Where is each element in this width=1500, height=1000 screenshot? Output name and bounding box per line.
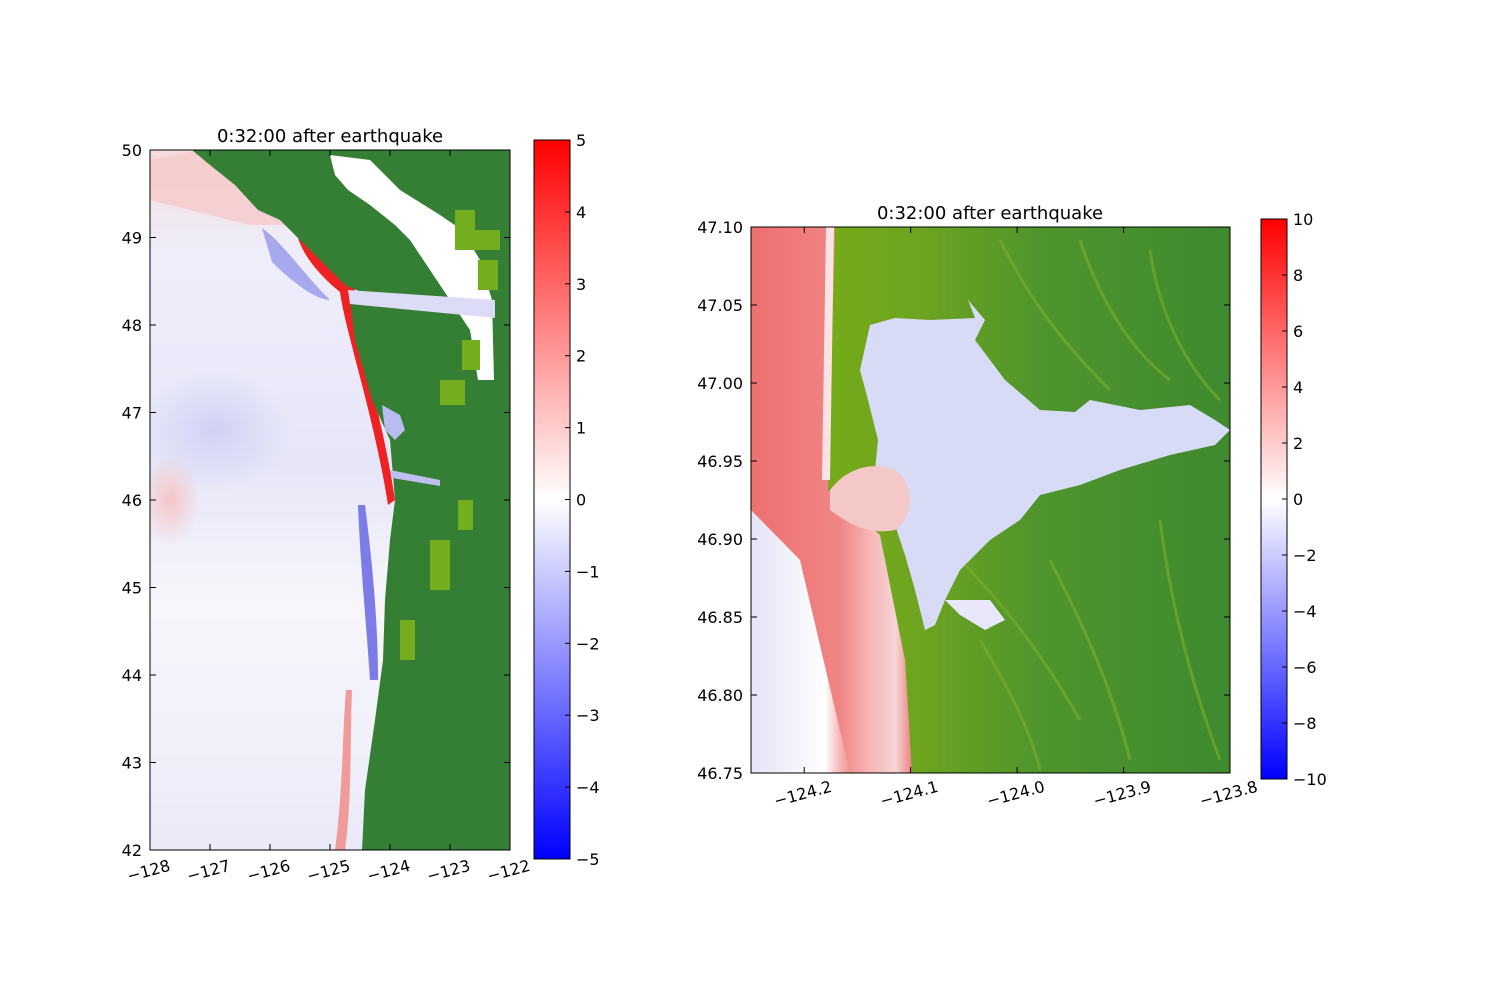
- right-colorbar-tick-label: 4: [1293, 378, 1303, 397]
- right-colorbar: −10 −8 −6 −4 −2 0 2 4 6 8 10: [1260, 210, 1327, 789]
- left-colorbar-tick-label: −1: [576, 562, 600, 581]
- right-colorbar-tick-label: −4: [1293, 602, 1317, 621]
- left-colorbar-tick-label: 0: [576, 491, 586, 510]
- right-y-tick-label: 47.00: [697, 374, 743, 393]
- left-chart-title: 0:32:00 after earthquake: [217, 126, 443, 147]
- right-bay: [850, 300, 1230, 630]
- right-y-tick-label: 46.90: [697, 530, 743, 549]
- left-y-tick-label: 45: [122, 579, 142, 598]
- left-colorbar: −5 −4 −3 −2 −1 0 1 2 3 4 5: [533, 131, 600, 869]
- right-colorbar-tick-label: −2: [1293, 546, 1317, 565]
- left-colorbar-tick-label: −5: [576, 850, 600, 869]
- right-chart-title: 0:32:00 after earthquake: [877, 203, 1103, 224]
- right-drainage: [958, 239, 1222, 771]
- right-colorbar-tick-label: 2: [1293, 434, 1303, 453]
- right-plot-frame: [750, 226, 1231, 774]
- left-ocean-trough: [150, 370, 290, 490]
- left-y-tick-label: 42: [122, 841, 142, 860]
- left-estuary-south: [390, 470, 440, 486]
- right-x-tick-label: −124.1: [878, 777, 940, 811]
- right-map-panel: 0:32:00 after earthquake −124.2 −124.1 −12…: [697, 203, 1259, 811]
- right-y-tick-label: 46.80: [697, 686, 743, 705]
- right-colorbar-tick-label: −8: [1293, 714, 1317, 733]
- right-map-image: [751, 227, 1230, 773]
- left-map-panel: 0:32:00 after earthquake −128 −127 −126 −12…: [122, 126, 533, 886]
- left-x-tick-label: −125: [305, 856, 352, 886]
- right-colorbar-ticks: −10 −8 −6 −4 −2 0 2 4 6 8 10: [1282, 210, 1327, 789]
- right-colorbar-tick-label: −6: [1293, 658, 1317, 677]
- left-y-tick-label: 47: [122, 404, 142, 423]
- left-y-tick-label: 50: [122, 141, 142, 160]
- left-south-crest: [335, 690, 352, 850]
- right-ocean-trough: [751, 510, 850, 773]
- left-ocean-crest: [150, 455, 200, 545]
- right-harbor-crest: [830, 466, 910, 532]
- left-land: [192, 150, 510, 850]
- left-map-image: [150, 150, 510, 850]
- left-x-tick-label: −126: [245, 856, 292, 886]
- left-x-tick-label: −128: [125, 856, 172, 886]
- left-x-tick-label: −122: [485, 856, 532, 886]
- left-trough-swirl: [262, 228, 330, 300]
- left-colorbar-tick-label: −3: [576, 706, 600, 725]
- left-coastal-crest: [298, 238, 395, 505]
- left-y-tick-label: 46: [122, 491, 142, 510]
- left-y-tick-label: 49: [122, 229, 142, 248]
- left-colorbar-tick-label: −4: [576, 778, 600, 797]
- right-colorbar-tick-label: −10: [1293, 770, 1327, 789]
- right-colorbar-tick-label: 6: [1293, 322, 1303, 341]
- right-y-tick-label: 46.95: [697, 452, 743, 471]
- left-colorbar-tick-label: 4: [576, 203, 586, 222]
- right-y-axis: 46.75 46.80 46.85 46.90 46.95 47.00 47.05 47.10: [697, 218, 1230, 783]
- left-x-tick-label: −123: [425, 856, 472, 886]
- right-x-tick-label: −123.8: [1198, 777, 1260, 811]
- right-beach-edge: [822, 227, 834, 480]
- right-y-tick-label: 46.75: [697, 764, 743, 783]
- left-land-highlands: [400, 210, 500, 660]
- right-y-tick-label: 47.10: [697, 218, 743, 237]
- right-colorbar-tick-label: 0: [1293, 490, 1303, 509]
- left-colorbar-ticks: −5 −4 −3 −2 −1 0 1 2 3 4 5: [565, 131, 600, 869]
- left-inland-strait: [348, 290, 495, 318]
- right-colorbar-tick-label: 8: [1293, 266, 1303, 285]
- left-y-tick-label: 48: [122, 316, 142, 335]
- left-colorbar-tick-label: −2: [576, 634, 600, 653]
- left-colorbar-tick-label: 3: [576, 275, 586, 294]
- left-x-tick-label: −127: [185, 856, 232, 886]
- right-y-tick-label: 46.85: [697, 608, 743, 627]
- left-x-tick-label: −124: [365, 856, 412, 886]
- left-estuary-north: [382, 405, 405, 440]
- right-x-tick-label: −124.0: [985, 777, 1047, 811]
- right-colorbar-tick-label: 10: [1293, 210, 1313, 229]
- left-colorbar-tick-label: 1: [576, 419, 586, 438]
- right-x-tick-label: −123.9: [1091, 777, 1153, 811]
- right-y-tick-label: 47.05: [697, 296, 743, 315]
- left-coastal-trough: [358, 505, 378, 680]
- right-bay-inlet: [945, 600, 1005, 630]
- left-colorbar-tick-label: 2: [576, 347, 586, 366]
- left-y-tick-label: 44: [122, 666, 142, 685]
- left-y-axis: 42 43 44 45 46 47 48 49 50: [122, 141, 510, 860]
- right-x-tick-label: −124.2: [772, 777, 834, 811]
- left-colorbar-tick-label: 5: [576, 131, 586, 150]
- left-colorbar-gradient: [534, 140, 570, 859]
- left-y-tick-label: 43: [122, 754, 142, 773]
